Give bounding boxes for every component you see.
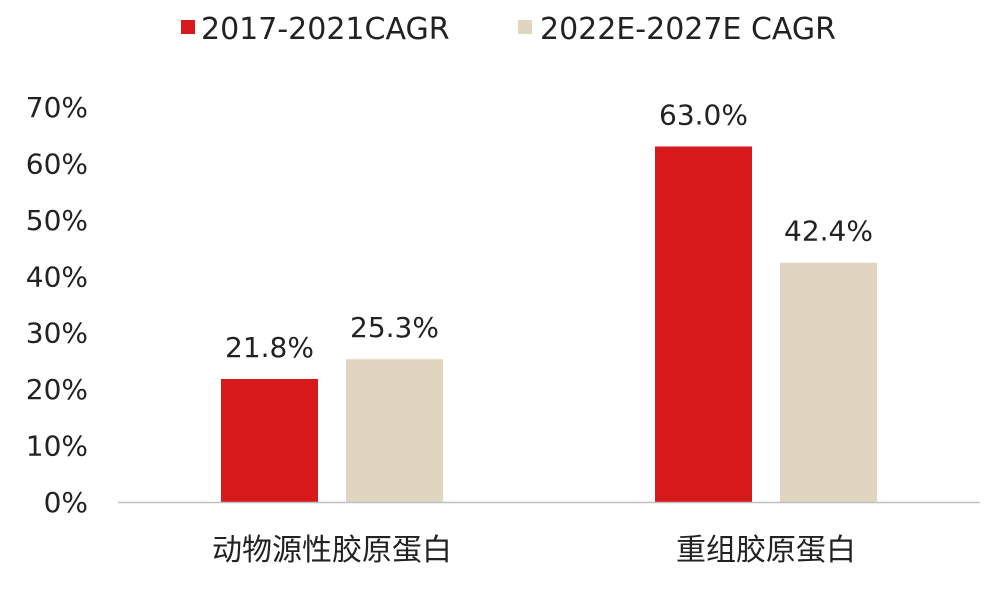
data-label-2-series-1: 63.0% (659, 99, 748, 132)
y-tick-label: 20% (26, 373, 88, 406)
bar-1-series-2 (346, 359, 443, 502)
legend-swatch-1 (181, 20, 195, 34)
y-tick-label: 50% (26, 204, 88, 237)
y-tick-label: 0% (44, 486, 88, 519)
y-tick-label: 70% (26, 91, 88, 124)
y-tick-label: 10% (26, 430, 88, 463)
data-label-1-series-1: 21.8% (225, 331, 314, 364)
data-label-2-series-2: 42.4% (784, 215, 873, 248)
x-category-label-1: 动物源性胶原蛋白 (212, 533, 452, 568)
data-label-1-series-2: 25.3% (350, 311, 439, 344)
legend-label-2: 2022E-2027E CAGR (540, 12, 836, 47)
bar-2-series-1 (655, 146, 752, 502)
bar-2-series-2 (780, 262, 877, 502)
bar-1-series-1 (221, 378, 318, 502)
legend-swatch-2 (518, 20, 532, 34)
y-tick-label: 60% (26, 147, 88, 180)
y-tick-label: 40% (26, 260, 88, 293)
legend-label-1: 2017-2021CAGR (201, 12, 450, 47)
x-category-label-2: 重组胶原蛋白 (676, 533, 856, 568)
y-tick-label: 30% (26, 317, 88, 350)
y-axis: 0% 10% 20% 30% 40% 50% 60% 70% (26, 91, 88, 519)
legend: 2017-2021CAGR 2022E-2027E CAGR (181, 12, 836, 47)
bars (221, 146, 877, 502)
data-labels: 21.8% 25.3% 63.0% 42.4% (225, 99, 873, 364)
x-axis: 动物源性胶原蛋白 重组胶原蛋白 (118, 501, 980, 568)
